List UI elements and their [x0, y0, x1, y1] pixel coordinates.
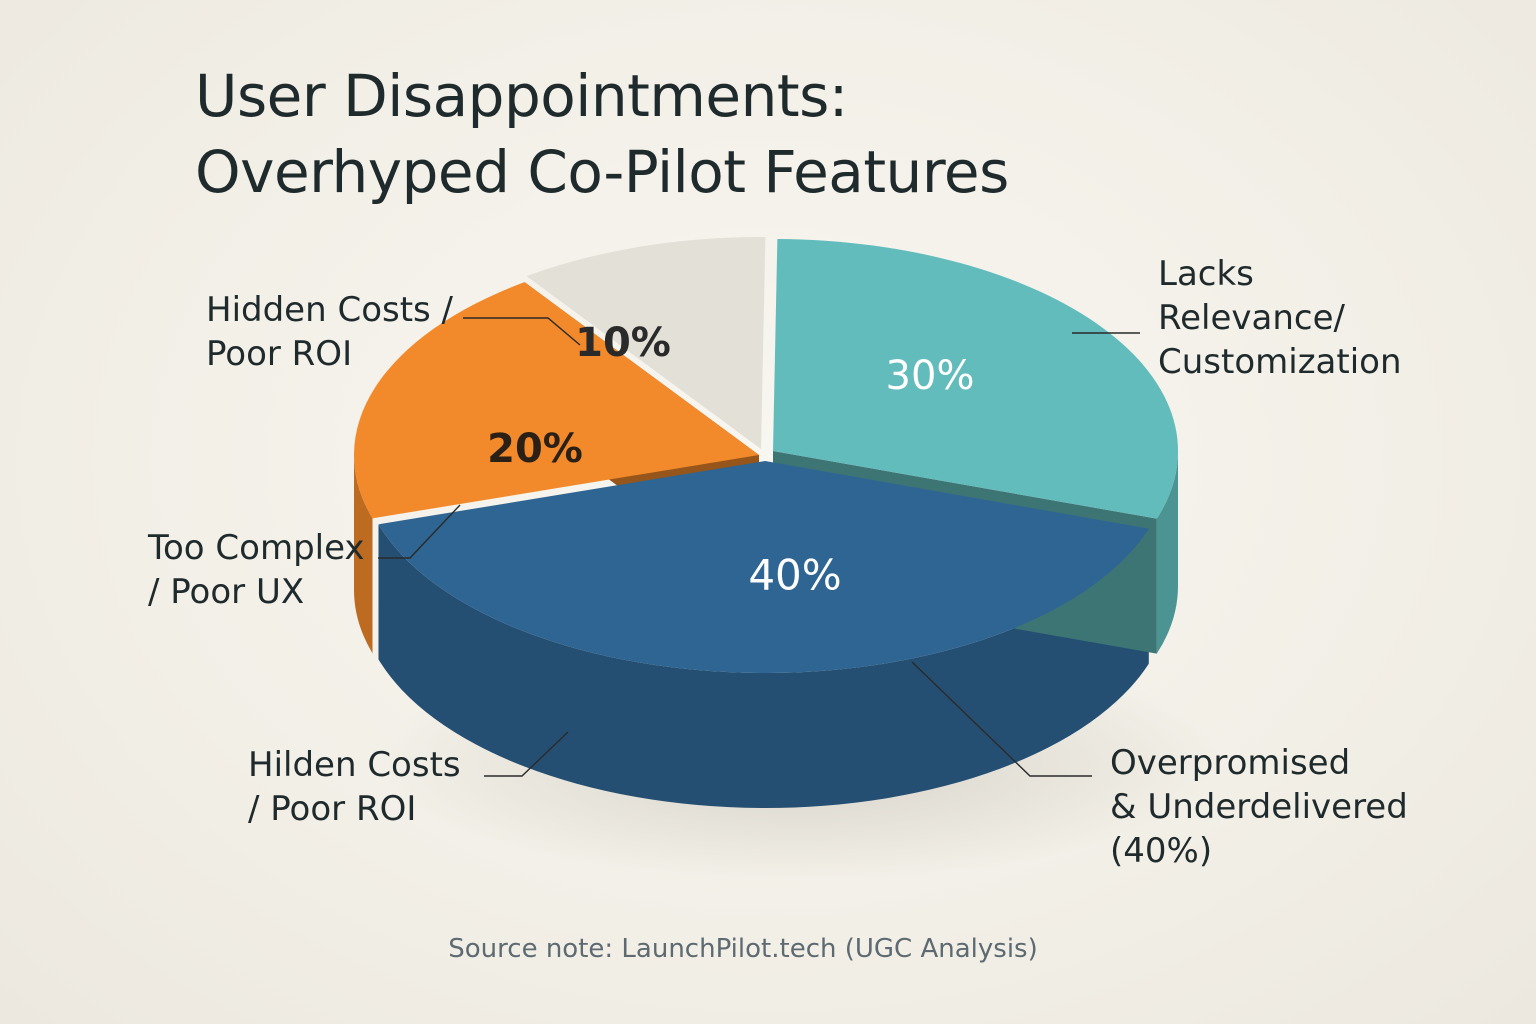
- legend-label-overpromised: Overpromised & Underdelivered (40%): [1110, 743, 1408, 871]
- leader-line-4: [463, 317, 581, 346]
- slice-value-label-3: 20%: [487, 426, 583, 472]
- slice-value-label-2: 40%: [748, 551, 841, 600]
- leader-line-5: [484, 731, 569, 777]
- slice-top-2: [378, 461, 1149, 674]
- slice-value-label-1: 30%: [886, 353, 975, 399]
- chart-title-line-2: Overhyped Co-Pilot Features: [195, 138, 1009, 206]
- legend-label-lacks-relevance: Lacks Relevance/ Customization: [1158, 254, 1402, 382]
- legend-label-hidden-costs-bottom: Hilden Costs / Poor ROI: [248, 745, 461, 829]
- chart-title-line-1: User Disappointments:: [195, 62, 848, 130]
- source-note: Source note: LaunchPilot.tech (UGC Analy…: [448, 934, 1038, 964]
- slice-side-1: [1156, 451, 1178, 654]
- pie-top-faces: [354, 237, 1179, 674]
- slice-top-3: [354, 282, 759, 519]
- slice-side-3: [354, 455, 373, 654]
- slice-side-2: [378, 524, 1149, 809]
- slice-top-1: [773, 239, 1179, 519]
- slice-top-4: [526, 237, 766, 449]
- slice-value-label-4: 10%: [575, 320, 671, 366]
- leader-line-2: [911, 661, 1092, 777]
- leader-lines: [378, 317, 1140, 777]
- slice-value-labels: 30% 40% 20% 10%: [487, 320, 974, 600]
- legend-label-too-complex: Too Complex / Poor UX: [148, 528, 365, 612]
- leader-line-3: [378, 504, 461, 559]
- chart-title: User Disappointments: Overhyped Co-Pilot…: [195, 58, 1009, 210]
- legend-label-hidden-costs-top: Hidden Costs / Poor ROI: [206, 290, 454, 374]
